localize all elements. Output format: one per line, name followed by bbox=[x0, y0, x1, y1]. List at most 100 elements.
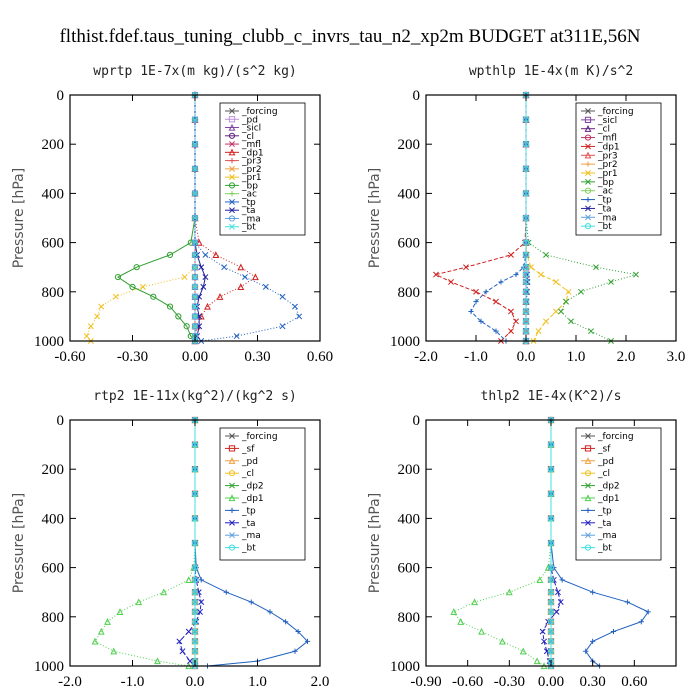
legend-entry: _forcing bbox=[225, 432, 278, 442]
legend-entry: _mfl bbox=[225, 140, 261, 150]
legend-entry: _pr1 bbox=[225, 173, 262, 183]
series-line bbox=[434, 95, 527, 342]
legend-label: _pd bbox=[597, 457, 614, 467]
data-point bbox=[522, 190, 530, 197]
data-point bbox=[473, 299, 479, 305]
data-point bbox=[192, 165, 198, 172]
legend-marker bbox=[584, 457, 592, 464]
legend-label: _ma bbox=[241, 531, 261, 541]
legend-entry: _pr3 bbox=[581, 151, 618, 161]
legend-entry: _sf bbox=[581, 444, 611, 454]
data-point bbox=[547, 466, 555, 473]
legend-entry: _dp1 bbox=[581, 494, 620, 504]
legend-label: _bt bbox=[597, 544, 612, 554]
legend-entry: _sicl bbox=[225, 124, 261, 134]
data-point bbox=[191, 564, 199, 571]
legend-label: _pr3 bbox=[597, 151, 618, 161]
y-tick-label: 600 bbox=[398, 236, 421, 252]
legend-marker bbox=[229, 433, 235, 439]
series-pr1 bbox=[83, 92, 198, 344]
data-point bbox=[553, 608, 560, 615]
data-point bbox=[498, 279, 504, 285]
legend-marker bbox=[229, 165, 235, 172]
legend-marker bbox=[229, 141, 235, 148]
series-line bbox=[116, 95, 196, 342]
data-point bbox=[191, 303, 199, 310]
legend-label: _tp bbox=[597, 196, 612, 206]
data-point bbox=[198, 599, 205, 605]
legend-entry: _pr2 bbox=[225, 165, 262, 175]
data-point bbox=[547, 539, 555, 547]
data-point bbox=[522, 214, 530, 222]
x-tick-label: -0.60 bbox=[452, 674, 483, 690]
legend-entry: _dp1 bbox=[225, 494, 264, 504]
legend-marker bbox=[585, 196, 591, 203]
data-point bbox=[181, 274, 188, 280]
chart-panel: wprtp 1E-7x(m kg)/(s^2 kg) Pressure [hPa]… bbox=[11, 64, 333, 365]
data-point bbox=[197, 608, 203, 615]
data-point bbox=[292, 648, 298, 654]
data-point bbox=[522, 288, 530, 295]
y-tick-label: 400 bbox=[42, 186, 65, 202]
legend-marker bbox=[228, 470, 236, 477]
data-point bbox=[544, 563, 552, 571]
data-point bbox=[547, 598, 555, 606]
data-point bbox=[192, 303, 198, 310]
legend-marker bbox=[585, 433, 591, 439]
data-point bbox=[192, 323, 198, 330]
legend-label: _ta bbox=[597, 204, 612, 214]
legend-entry: _ma bbox=[225, 214, 261, 224]
legend-label: _cl bbox=[241, 469, 254, 479]
data-point bbox=[547, 638, 555, 645]
chart-title: rtp2 1E-11x(kg^2)/(kg^2 s) bbox=[93, 389, 297, 404]
data-point bbox=[192, 274, 198, 280]
data-point bbox=[160, 588, 168, 596]
legend-label: _forcing bbox=[597, 107, 634, 117]
x-tick-label: 0.60 bbox=[621, 674, 647, 690]
y-tick-label: 200 bbox=[42, 137, 65, 153]
data-point bbox=[191, 638, 199, 645]
data-point bbox=[192, 141, 198, 148]
data-point bbox=[583, 648, 589, 654]
data-point bbox=[192, 313, 198, 320]
data-point bbox=[522, 328, 530, 335]
data-point bbox=[191, 589, 199, 596]
data-point bbox=[568, 318, 574, 325]
legend-entry: _forcing bbox=[581, 107, 634, 117]
y-axis-label: Pressure [hPa] bbox=[11, 168, 27, 268]
data-point bbox=[563, 298, 569, 305]
legend: _forcing_sicl_cl_mfl_dp1_pr3_pr2_pr1_bp_… bbox=[575, 102, 662, 236]
data-point bbox=[112, 293, 119, 300]
data-point bbox=[547, 628, 555, 635]
data-point bbox=[191, 466, 199, 473]
y-tick-label: 1000 bbox=[390, 659, 420, 675]
y-tick-label: 0 bbox=[57, 413, 65, 429]
data-point bbox=[547, 441, 555, 448]
data-point bbox=[471, 598, 479, 606]
y-tick-label: 1000 bbox=[390, 334, 420, 350]
legend-label: _mfl bbox=[597, 134, 617, 144]
data-point bbox=[279, 293, 286, 300]
legend-entry: _ma bbox=[581, 531, 617, 541]
data-point bbox=[233, 333, 240, 340]
legend-label: _tp bbox=[597, 506, 612, 516]
legend-entry: _forcing bbox=[581, 432, 634, 442]
legend-label: _dp1 bbox=[241, 494, 264, 504]
legend-box bbox=[575, 102, 662, 236]
legend-marker bbox=[229, 482, 235, 489]
series-line bbox=[453, 420, 552, 667]
legend-entry: _dp2 bbox=[225, 482, 264, 492]
legend-marker bbox=[228, 445, 236, 452]
data-point bbox=[522, 239, 530, 246]
legend-label: _sicl bbox=[597, 116, 617, 126]
data-point bbox=[183, 323, 190, 330]
legend-entry: _cl bbox=[225, 132, 254, 142]
x-tick-label: 0.00 bbox=[538, 674, 564, 690]
legend-marker bbox=[229, 507, 235, 513]
legend-label: _dp2 bbox=[241, 482, 264, 492]
data-point bbox=[192, 251, 198, 258]
data-point bbox=[212, 251, 220, 258]
legend-entry: _bt bbox=[581, 222, 612, 232]
legend-label: _ma bbox=[597, 531, 617, 541]
data-point bbox=[150, 293, 157, 300]
